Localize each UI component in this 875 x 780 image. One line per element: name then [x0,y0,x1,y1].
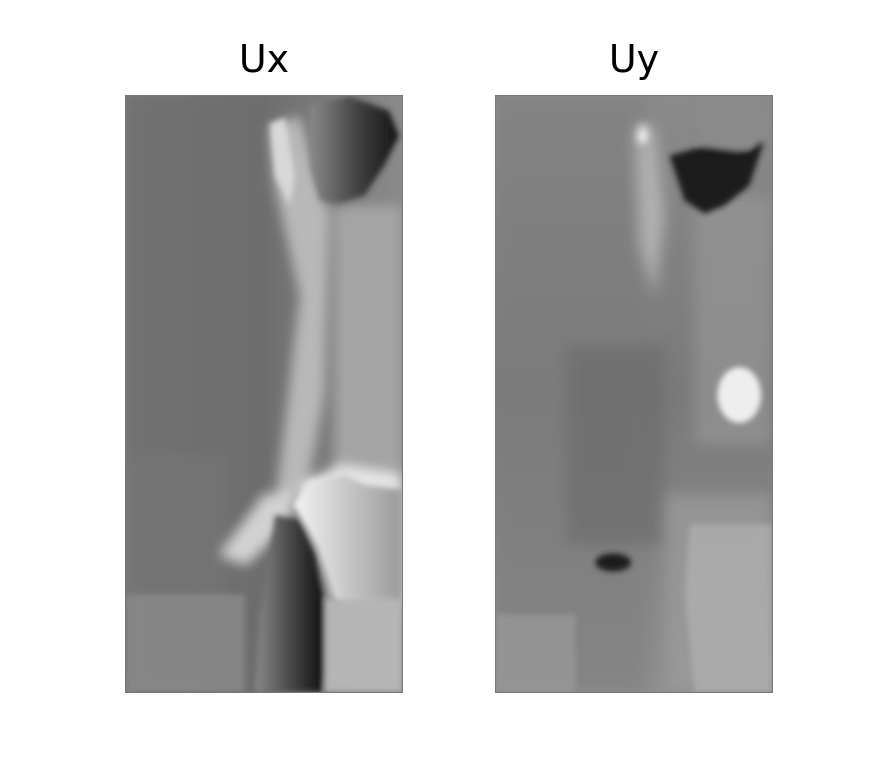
panel-title-ux: Ux [238,37,290,81]
heatmap-ux-image [126,96,402,692]
heatmap-ux [125,95,403,693]
heatmap-uy-image [496,96,772,692]
panel-title-uy: Uy [608,37,660,81]
heatmap-uy [495,95,773,693]
